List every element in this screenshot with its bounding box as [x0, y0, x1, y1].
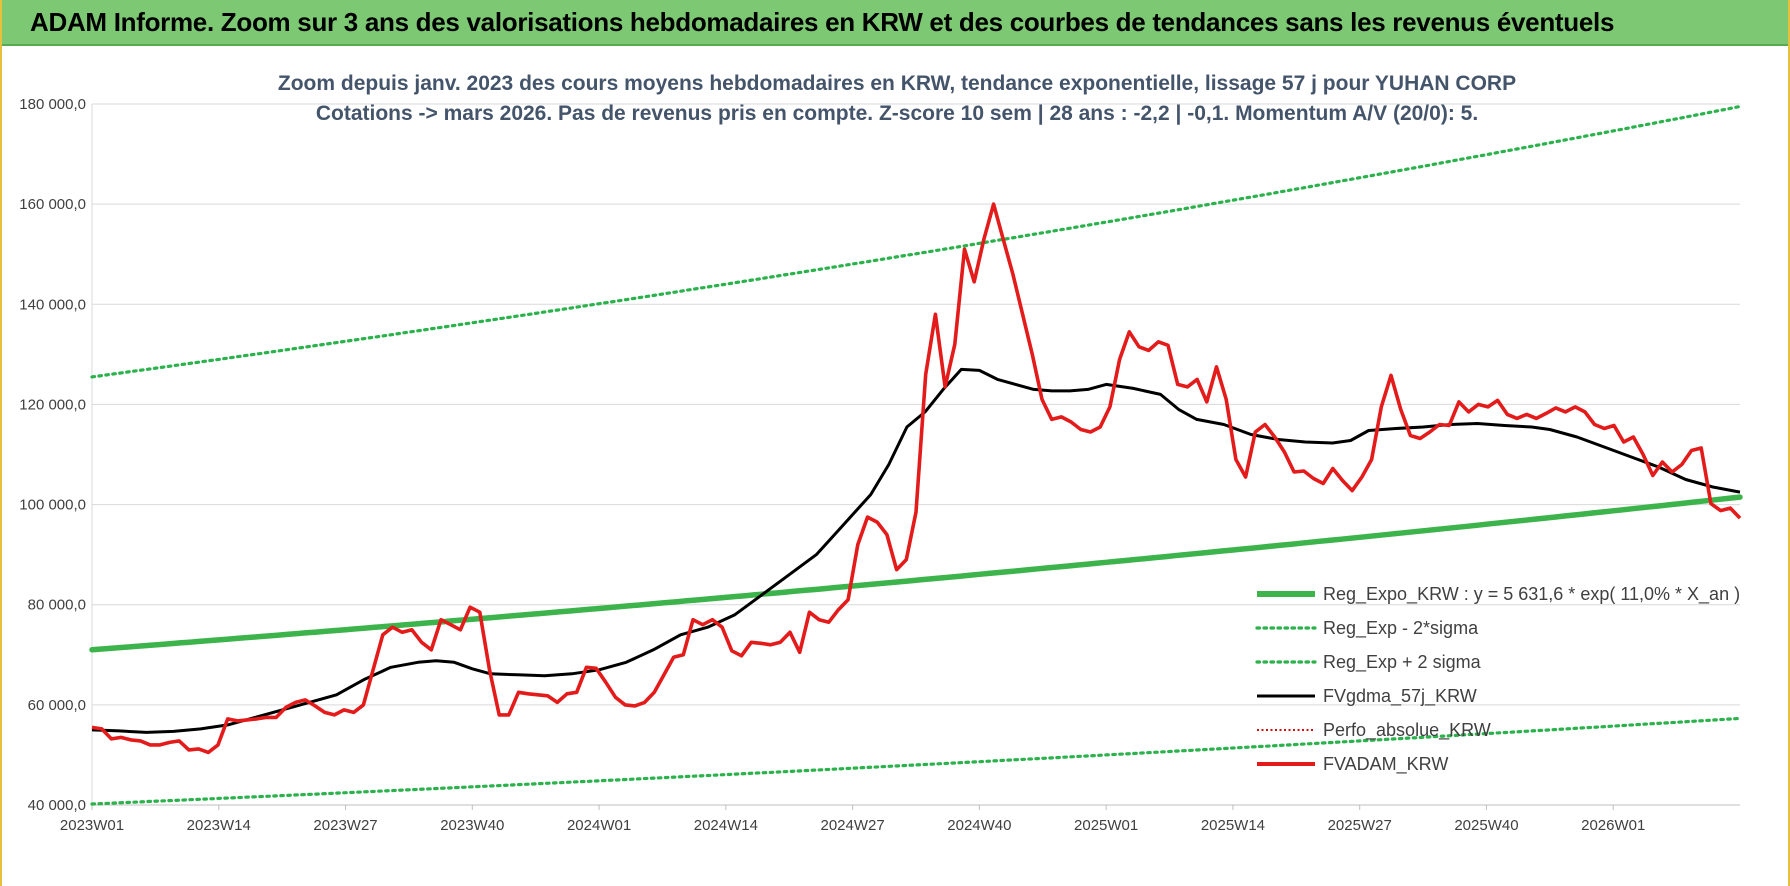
- series-price: [91, 202, 1742, 755]
- series-layer: [89, 104, 1743, 806]
- x-tick-label: 2023W14: [187, 817, 251, 834]
- legend-item-lower: Reg_Exp - 2*sigma: [1255, 618, 1479, 639]
- y-tick-label: 80 000,0: [28, 597, 86, 614]
- legend-item-smooth: FVgdma_57j_KRW: [1257, 686, 1477, 707]
- x-tick-label: 2023W40: [440, 817, 504, 834]
- gridlines: [91, 103, 1740, 806]
- legend-label: FVgdma_57j_KRW: [1323, 686, 1477, 707]
- x-tick-label: 2023W01: [60, 817, 124, 834]
- legend-item-perfo: Perfo_absolue_KRW: [1257, 720, 1491, 741]
- y-tick-label: 100 000,0: [19, 497, 86, 514]
- legend-label: Reg_Exp + 2 sigma: [1323, 652, 1482, 673]
- legend: Reg_Expo_KRW : y = 5 631,6 * exp( 11,0% …: [1255, 584, 1740, 775]
- y-tick-label: 180 000,0: [19, 96, 86, 113]
- x-tick-label: 2025W40: [1454, 817, 1518, 834]
- x-tick-label: 2025W14: [1201, 817, 1265, 834]
- x-tick-label: 2025W01: [1074, 817, 1138, 834]
- y-tick-label: 140 000,0: [19, 296, 86, 313]
- x-tick-label: 2024W01: [567, 817, 631, 834]
- series-lower-band: [90, 716, 1742, 806]
- legend-label: FVADAM_KRW: [1323, 754, 1448, 775]
- legend-label: Reg_Exp - 2*sigma: [1323, 618, 1479, 639]
- x-tick-label: 2024W40: [947, 817, 1011, 834]
- x-tick-label: 2024W14: [694, 817, 758, 834]
- chart-subtitle-line1: Zoom depuis janv. 2023 des cours moyens …: [278, 72, 1516, 95]
- legend-label: Perfo_absolue_KRW: [1323, 720, 1491, 741]
- legend-item-trend: Reg_Expo_KRW : y = 5 631,6 * exp( 11,0% …: [1257, 584, 1740, 605]
- series-smooth: [91, 367, 1741, 734]
- legend-item-upper: Reg_Exp + 2 sigma: [1255, 652, 1482, 673]
- report-banner: ADAM Informe. Zoom sur 3 ans des valoris…: [2, 0, 1788, 46]
- y-tick-label: 120 000,0: [19, 396, 86, 413]
- chart-subtitle-line2: Cotations -> mars 2026. Pas de revenus p…: [316, 102, 1478, 125]
- series-trend: [89, 494, 1743, 653]
- x-tick-label: 2026W01: [1581, 817, 1645, 834]
- y-axis: 40 000,0 60 000,0 80 000,0 100 000,0 120 000…: [19, 96, 86, 814]
- x-axis: 2023W01 2023W14 2023W27 2023W40 2024W01 2024W…: [60, 804, 1740, 834]
- legend-label: Reg_Expo_KRW : y = 5 631,6 * exp( 11,0% …: [1323, 584, 1740, 605]
- x-tick-label: 2023W27: [313, 817, 377, 834]
- x-tick-label: 2025W27: [1328, 817, 1392, 834]
- report-title: ADAM Informe. Zoom sur 3 ans des valoris…: [30, 6, 1615, 37]
- y-tick-label: 160 000,0: [19, 196, 86, 213]
- y-tick-label: 60 000,0: [28, 697, 86, 714]
- x-tick-label: 2024W27: [821, 817, 885, 834]
- y-tick-label: 40 000,0: [28, 797, 86, 814]
- series-upper-band: [90, 104, 1742, 379]
- legend-item-price: FVADAM_KRW: [1257, 754, 1448, 775]
- line-chart: Zoom depuis janv. 2023 des cours moyens …: [19, 72, 1743, 834]
